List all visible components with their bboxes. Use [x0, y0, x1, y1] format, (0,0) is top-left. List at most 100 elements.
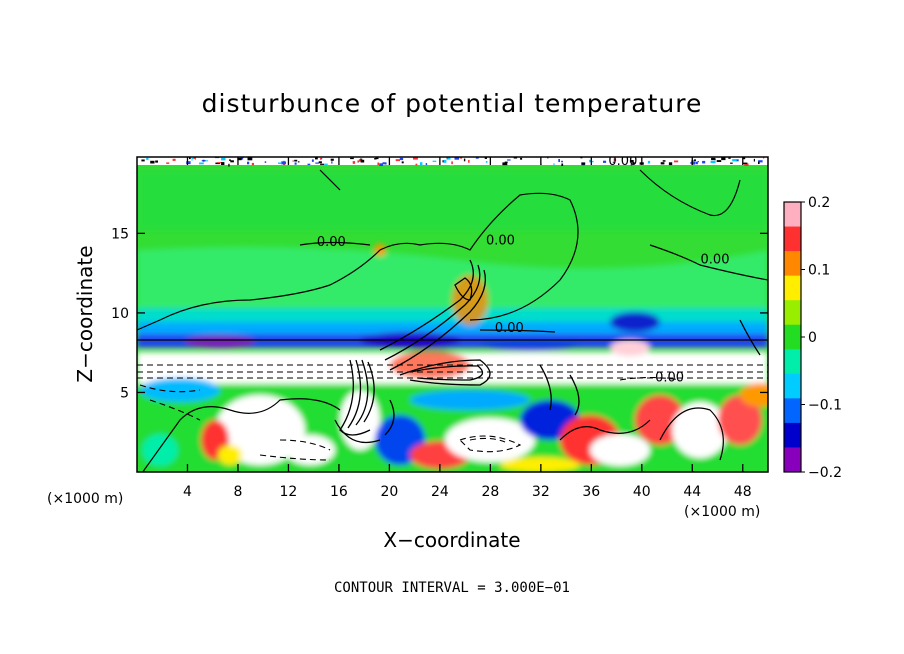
y-tick-label: 10 — [111, 306, 129, 322]
noise-speck — [315, 157, 318, 160]
x-tick-label: 12 — [280, 484, 298, 500]
noise-speck — [287, 162, 291, 164]
y-tick-label: 15 — [111, 226, 129, 242]
colorbar-tick-label: −0.2 — [808, 465, 842, 481]
noise-speck — [570, 157, 574, 160]
noise-speck — [229, 159, 231, 161]
noise-speck — [629, 160, 634, 163]
noise-speck — [547, 157, 549, 159]
x-axis: 4 8 12 16 20 24 28 32 36 40 44 48 — [183, 157, 752, 500]
noise-speck — [753, 158, 755, 162]
noise-speck — [714, 158, 716, 161]
x-tick-label: 16 — [330, 484, 348, 500]
noise-speck — [454, 157, 459, 160]
colorbar-segment — [784, 422, 801, 448]
noise-speck — [320, 158, 322, 160]
noise-speck — [561, 160, 563, 163]
colorbar-tick-label: −0.1 — [808, 398, 842, 414]
noise-speck — [468, 160, 470, 163]
x-tick-label: 20 — [380, 484, 398, 500]
noise-speck — [591, 158, 597, 161]
noise-speck — [447, 157, 451, 160]
noise-speck — [758, 161, 760, 164]
noise-speck — [357, 159, 363, 162]
x-tick-label: 24 — [431, 484, 449, 500]
noise-speck — [662, 160, 666, 162]
colorbar-segment — [784, 398, 801, 424]
noise-speck — [318, 161, 322, 164]
noise-speck — [377, 162, 380, 166]
noise-speck — [602, 157, 605, 161]
noise-speck — [742, 162, 748, 165]
noise-speck — [399, 157, 404, 161]
noise-speck — [442, 160, 444, 163]
plume-contours — [334, 259, 761, 444]
noise-speck — [632, 162, 635, 165]
colorbar-tick-label: 0.1 — [808, 263, 830, 279]
noise-speck — [175, 162, 178, 165]
noise-speck — [595, 158, 601, 162]
noise-speck — [193, 157, 197, 160]
noise-speck — [451, 161, 453, 165]
colorbar-segment — [784, 447, 801, 473]
noise-speck — [311, 159, 314, 162]
x-tick-label: 4 — [183, 484, 192, 500]
colorbar-tick-label: 0 — [808, 330, 817, 346]
noise-speck — [146, 157, 149, 160]
noise-speck — [692, 159, 696, 163]
noise-speck — [294, 162, 297, 165]
noise-speck — [380, 158, 383, 162]
contour-label: 0.00 — [608, 154, 637, 169]
noise-speck — [150, 160, 155, 164]
chart-title: disturbunce of potential temperature — [202, 89, 703, 118]
noise-speck — [350, 157, 354, 160]
plot-area: 0.00 0.00 0.00 0.00 0.00 0.00 — [137, 154, 768, 472]
noise-speck — [360, 159, 365, 163]
noise-speck — [155, 160, 158, 163]
contour-lines — [137, 169, 768, 472]
noise-speck — [195, 157, 197, 161]
contour-label: 0.00 — [701, 253, 730, 268]
noise-speck — [395, 159, 400, 162]
noise-speck — [697, 161, 699, 163]
noise-speck — [612, 161, 615, 163]
noise-speck — [711, 157, 715, 161]
noise-speck — [744, 163, 749, 166]
noise-speck — [750, 161, 753, 163]
noise-speck — [356, 158, 359, 161]
contour-label: 0.00 — [655, 370, 684, 385]
noise-speck — [674, 160, 679, 163]
noise-speck — [463, 158, 466, 162]
noise-speck — [513, 160, 516, 163]
noise-speck — [230, 160, 234, 163]
noise-speck — [141, 159, 145, 162]
x-axis-label: X−coordinate — [383, 528, 520, 552]
noise-speck — [306, 161, 308, 163]
noise-speck — [547, 158, 552, 161]
noise-speck — [630, 163, 633, 166]
noise-speck — [558, 159, 560, 162]
colorbar-segment — [784, 275, 801, 301]
x-unit-label: (×1000 m) — [684, 504, 760, 520]
noise-speck — [251, 162, 254, 166]
noise-speck — [138, 159, 141, 162]
noise-speck — [750, 157, 753, 160]
colorbar-segment — [784, 226, 801, 252]
x-tick-label: 32 — [532, 484, 550, 500]
noise-speck — [330, 158, 334, 161]
noise-speck — [201, 160, 206, 162]
colorbar-segment — [784, 349, 801, 375]
colorbar-segment — [784, 202, 801, 228]
noise-speck — [735, 159, 739, 162]
noise-speck — [647, 160, 651, 164]
noise-speck — [603, 160, 607, 163]
noise-speck — [401, 161, 404, 164]
noise-speck — [294, 159, 298, 162]
noise-speck — [690, 162, 692, 164]
noise-speck — [581, 162, 586, 165]
noise-speck — [281, 161, 286, 165]
noise-speck — [247, 161, 250, 165]
x-tick-label: 28 — [481, 484, 499, 500]
contour-labels: 0.00 0.00 0.00 0.00 0.00 0.00 — [317, 154, 730, 385]
